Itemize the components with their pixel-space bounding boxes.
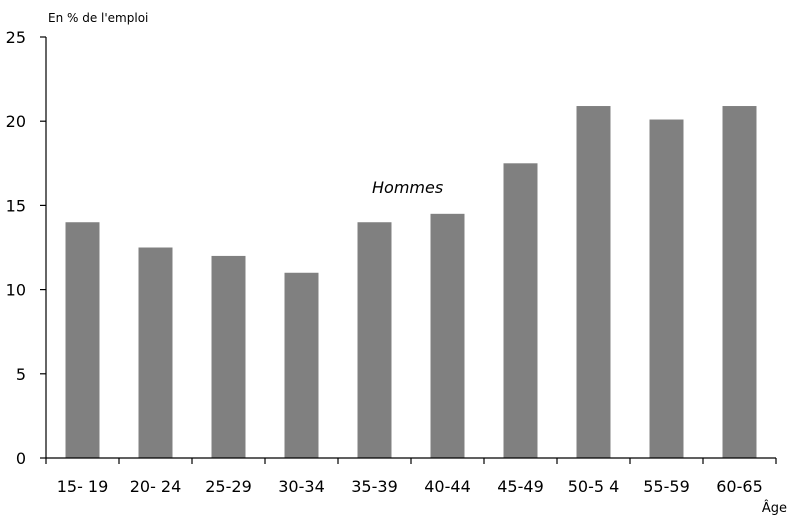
x-tick-label-20-24: 20- 24 <box>130 477 182 496</box>
bar-15-19 <box>65 222 100 458</box>
bar-45-49 <box>503 163 538 459</box>
x-axis-label: Âge <box>762 500 787 516</box>
bar-35-39 <box>357 222 392 458</box>
bars-group <box>65 106 757 459</box>
bar-60-65 <box>722 106 757 458</box>
x-tick-label-60-65: 60-65 <box>716 477 763 496</box>
ticks-group: 0 5 10 15 20 25 15- 19 20- 24 25-29 30-34 35-39 40-… <box>6 28 777 496</box>
y-tick-label-25: 25 <box>6 28 26 47</box>
series-annotation: Hommes <box>372 178 443 197</box>
bar-55-59 <box>649 119 684 459</box>
y-tick-label-0: 0 <box>16 449 26 468</box>
y-tick-label-15: 15 <box>6 196 26 215</box>
bar-20-24 <box>138 247 173 458</box>
x-tick-label-45-49: 45-49 <box>497 477 544 496</box>
x-tick-label-50-54: 50-5 4 <box>568 477 620 496</box>
x-tick-label-25-29: 25-29 <box>205 477 252 496</box>
x-tick-label-40-44: 40-44 <box>424 477 471 496</box>
y-axis-label: En % de l'emploi <box>48 11 148 25</box>
x-tick-label-30-34: 30-34 <box>278 477 325 496</box>
y-tick-label-10: 10 <box>6 281 26 300</box>
x-tick-label-55-59: 55-59 <box>643 477 690 496</box>
x-tick-label-35-39: 35-39 <box>351 477 398 496</box>
bar-25-29 <box>211 255 246 458</box>
x-tick-label-15-19: 15- 19 <box>57 477 109 496</box>
bar-40-44 <box>430 213 465 458</box>
y-tick-label-20: 20 <box>6 112 26 131</box>
y-tick-label-5: 5 <box>16 365 26 384</box>
bar-50-54 <box>576 106 611 458</box>
bar-30-34 <box>284 272 319 458</box>
